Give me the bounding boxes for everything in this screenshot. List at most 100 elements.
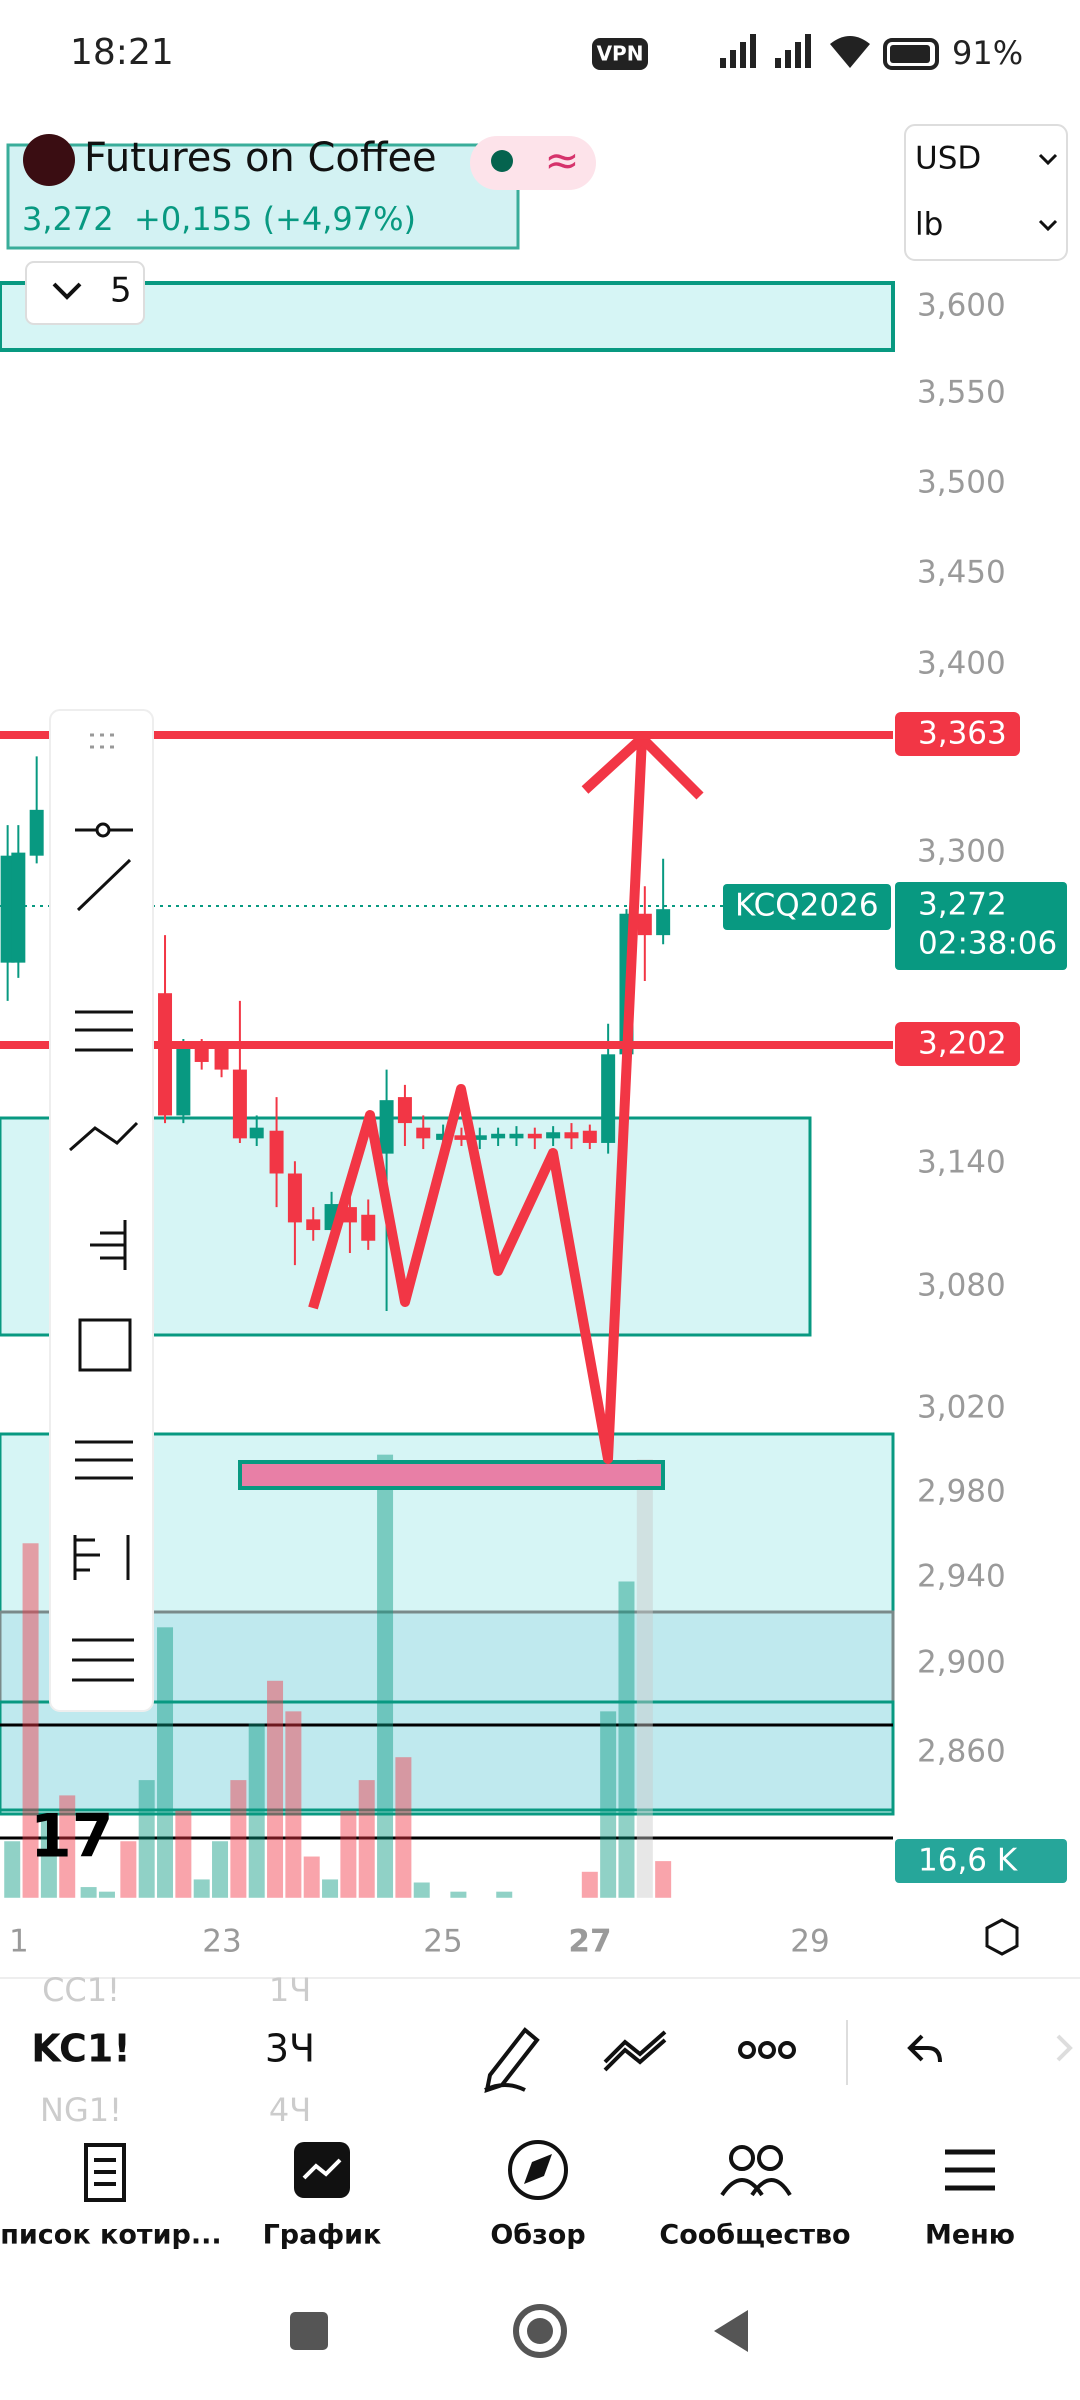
volume-bar <box>193 1879 210 1898</box>
nav-label[interactable]: График <box>263 2220 382 2251</box>
watch-prev[interactable]: CC1! <box>42 1971 120 2009</box>
drawing-toolbar[interactable] <box>49 709 154 1712</box>
status-pill[interactable] <box>470 136 596 190</box>
time-tick-label: 25 <box>423 1924 462 1960</box>
candle-body <box>0 855 15 963</box>
candle-body <box>491 1133 506 1139</box>
price-tick-label: 2,980 <box>917 1474 1006 1510</box>
candle-body <box>214 1048 229 1070</box>
battery-level: 91% <box>952 34 1023 72</box>
price-tick-label: 3,140 <box>917 1145 1006 1181</box>
price-tick-label: 3,400 <box>917 646 1006 682</box>
settings-icon[interactable] <box>985 1918 1019 1956</box>
candle-body <box>361 1214 376 1241</box>
time-tick-label: 23 <box>202 1924 241 1960</box>
unit[interactable]: lb <box>915 207 943 243</box>
delay-icon: ≈ <box>544 136 579 185</box>
volume-bar <box>377 1454 394 1898</box>
candle-body <box>582 1130 597 1143</box>
interval-prev[interactable]: 1Ч <box>269 1971 311 2009</box>
countdown: 02:38:06 <box>918 926 1057 962</box>
candle-body <box>194 1046 209 1062</box>
volume-label: 16,6 K <box>918 1843 1018 1879</box>
volume-bar <box>285 1711 302 1898</box>
system-nav[interactable] <box>290 2304 748 2358</box>
nav-label[interactable]: Сообщество <box>659 2220 850 2251</box>
market-dot <box>491 150 513 172</box>
ticker-badge <box>723 884 891 930</box>
symbol-price: 3,272 <box>22 200 114 238</box>
time-tick-label: 27 <box>568 1924 611 1960</box>
last-price: 3,272 <box>918 887 1007 923</box>
nav-label[interactable]: Меню <box>925 2220 1015 2251</box>
coffee-icon <box>23 134 75 186</box>
interval-next[interactable]: 4Ч <box>269 2091 311 2129</box>
lower-line-badge <box>895 1022 1020 1066</box>
volume-bar <box>450 1891 467 1898</box>
candle-body <box>656 909 671 936</box>
candle-body <box>287 1173 302 1223</box>
price-tick-label: 3,500 <box>917 465 1006 501</box>
time-tick-label: 1 <box>9 1924 29 1960</box>
lower-line-label: 3,202 <box>918 1026 1007 1062</box>
indicator-toggle[interactable] <box>25 261 145 325</box>
vpn-label: VPN <box>597 42 644 66</box>
candle-body <box>436 1133 451 1140</box>
candle-body <box>546 1132 561 1139</box>
indicator-count: 5 <box>110 271 132 311</box>
volume-bar <box>395 1757 412 1898</box>
nav-label[interactable]: Обзор <box>490 2220 585 2251</box>
chevrons <box>1038 153 1058 232</box>
price-tick-label: 2,860 <box>917 1734 1006 1770</box>
volume-bar <box>340 1810 357 1898</box>
candle-body <box>564 1132 579 1139</box>
vpn-badge <box>592 38 648 70</box>
candle-body <box>232 1069 247 1139</box>
price-tick-label: 3,020 <box>917 1390 1006 1426</box>
unit-selector[interactable] <box>904 124 1068 261</box>
candle-body <box>306 1219 321 1231</box>
volume-bar <box>655 1861 672 1898</box>
candle-body <box>176 1046 191 1116</box>
watch-current[interactable]: KC1! <box>31 2027 130 2071</box>
toolbar-icons[interactable] <box>484 2027 1073 2093</box>
volume-bar <box>581 1871 598 1898</box>
symbol-name[interactable]: Futures on Coffee <box>84 135 437 181</box>
ticker-label: KCQ2026 <box>735 888 879 924</box>
candle-body <box>509 1133 524 1139</box>
currency[interactable]: USD <box>915 141 981 177</box>
time-tick-label: 29 <box>790 1924 829 1960</box>
signal-icons <box>720 34 939 70</box>
candle-body <box>527 1133 542 1139</box>
nav-label[interactable]: Список котир... <box>0 2220 222 2251</box>
volume-bar <box>138 1780 155 1898</box>
candle-body <box>601 1054 616 1143</box>
volume-bar <box>80 1887 97 1898</box>
price-tick-label: 2,940 <box>917 1559 1006 1595</box>
volume-bar <box>358 1780 375 1898</box>
symbol-change: +0,155 (+4,97%) <box>134 200 416 238</box>
volume-bar <box>175 1810 192 1898</box>
candle-body <box>454 1135 469 1140</box>
interval-current[interactable]: 3Ч <box>265 2027 315 2071</box>
tv-logo: 17 <box>30 1802 114 1872</box>
volume-bar <box>413 1882 430 1898</box>
volume-bar <box>618 1581 635 1898</box>
candle-body <box>11 852 26 963</box>
volume-bar <box>59 1795 76 1898</box>
volume-bar <box>120 1841 137 1898</box>
nav-icons[interactable] <box>84 2140 995 2202</box>
candle-body <box>29 809 44 856</box>
volume-bar <box>303 1856 320 1898</box>
price-tick-label: 3,080 <box>917 1268 1006 1304</box>
upper-line-badge <box>895 712 1020 756</box>
watch-next[interactable]: NG1! <box>40 2091 122 2129</box>
volume-bar <box>322 1879 339 1898</box>
chevron <box>52 282 82 300</box>
volume-bar <box>636 1459 653 1898</box>
candle-body <box>397 1097 412 1124</box>
volume-bar <box>267 1680 284 1898</box>
volume-bar <box>40 1818 57 1898</box>
volume-bar <box>157 1627 174 1898</box>
